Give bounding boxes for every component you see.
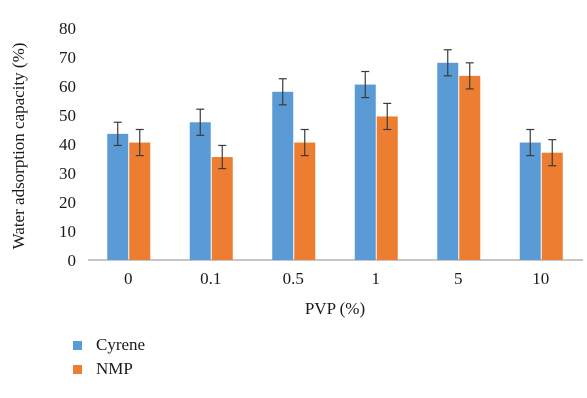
bar-cyrene <box>107 133 129 260</box>
x-tick-label: 5 <box>454 269 463 288</box>
x-axis-label: PVP (%) <box>305 299 365 318</box>
bars <box>107 62 563 260</box>
bar-nmp <box>541 152 563 260</box>
x-tick-label: 10 <box>532 269 549 288</box>
y-axis-label: Water adsorption capacity (%) <box>9 43 28 250</box>
y-tick-label: 0 <box>68 251 77 270</box>
y-tick-label: 70 <box>59 48 76 67</box>
bar-nmp <box>129 142 151 260</box>
error-bars <box>113 49 557 170</box>
y-tick-label: 10 <box>59 222 76 241</box>
bar-nmp <box>459 75 481 260</box>
x-tick-label: 0 <box>124 269 133 288</box>
bar-cyrene <box>437 62 459 260</box>
bar-nmp <box>376 116 398 260</box>
legend-swatch-cyrene <box>73 341 82 350</box>
bar-nmp <box>294 142 316 260</box>
legend: Cyrene NMP <box>73 335 145 378</box>
y-axis: 0 10 20 30 40 50 60 70 80 <box>59 19 76 270</box>
x-tick-label: 0.5 <box>283 269 304 288</box>
bar-cyrene <box>189 122 211 260</box>
y-tick-label: 20 <box>59 193 76 212</box>
bar-cyrene <box>272 91 294 260</box>
y-tick-label: 50 <box>59 106 76 125</box>
legend-swatch-nmp <box>73 365 82 374</box>
y-tick-label: 80 <box>59 19 76 38</box>
x-tick-label: 1 <box>372 269 381 288</box>
bar-cyrene <box>354 84 376 260</box>
bar-cyrene <box>519 142 541 260</box>
legend-label-cyrene: Cyrene <box>96 335 145 354</box>
x-axis: 0 0.1 0.5 1 5 10 <box>88 259 583 288</box>
bar-nmp <box>211 157 233 260</box>
y-tick-label: 40 <box>59 135 76 154</box>
legend-label-nmp: NMP <box>96 359 133 378</box>
x-tick-label: 0.1 <box>200 269 221 288</box>
y-tick-label: 30 <box>59 164 76 183</box>
y-tick-label: 60 <box>59 77 76 96</box>
